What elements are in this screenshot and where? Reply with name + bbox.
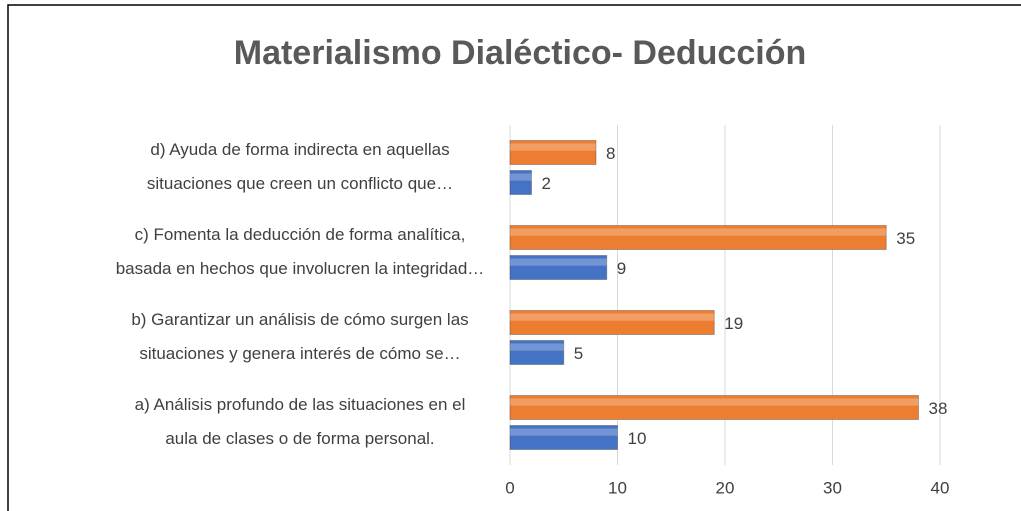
y-tick-label: aula de clases o de forma personal. [165, 429, 434, 448]
bar-shine [510, 228, 887, 236]
x-tick-label: 20 [716, 478, 735, 497]
y-tick-label: situaciones que creen un conflicto que… [147, 174, 453, 193]
bar [509, 310, 715, 335]
value-label: 5 [574, 344, 583, 363]
y-tick-label: a) Análisis profundo de las situaciones … [135, 395, 466, 414]
value-label: 38 [929, 399, 948, 418]
y-tick-label: d) Ayuda de forma indirecta en aquellas [150, 140, 449, 159]
bar-shine [510, 428, 618, 436]
bar [509, 395, 919, 420]
x-tick-label: 30 [823, 478, 842, 497]
bar-shine [510, 398, 919, 406]
x-tick-label: 40 [931, 478, 950, 497]
bar-shine [510, 258, 607, 266]
bar [509, 425, 618, 450]
value-label: 19 [724, 314, 743, 333]
bar [509, 225, 887, 250]
bar [509, 340, 565, 365]
bar-shine [510, 173, 532, 181]
y-tick-label: b) Garantizar un análisis de cómo surgen… [131, 310, 468, 329]
bar-shine [510, 313, 715, 321]
value-label: 9 [617, 259, 626, 278]
bar-shine [510, 343, 564, 351]
y-tick-label: basada en hechos que involucren la integ… [116, 259, 485, 278]
bar-shine [510, 143, 596, 151]
value-label: 10 [628, 429, 647, 448]
x-tick-label: 10 [608, 478, 627, 497]
y-tick-label: c) Fomenta la deducción de forma analíti… [135, 225, 466, 244]
value-label: 2 [542, 174, 551, 193]
bar [509, 255, 608, 280]
y-tick-label: situaciones y genera interés de cómo se… [139, 344, 460, 363]
x-tick-label: 0 [505, 478, 514, 497]
chart-title: Materialismo Dialéctico- Deducción [234, 34, 807, 72]
value-label: 35 [896, 229, 915, 248]
bar [509, 140, 597, 165]
bar [509, 170, 532, 195]
value-label: 8 [606, 144, 615, 163]
